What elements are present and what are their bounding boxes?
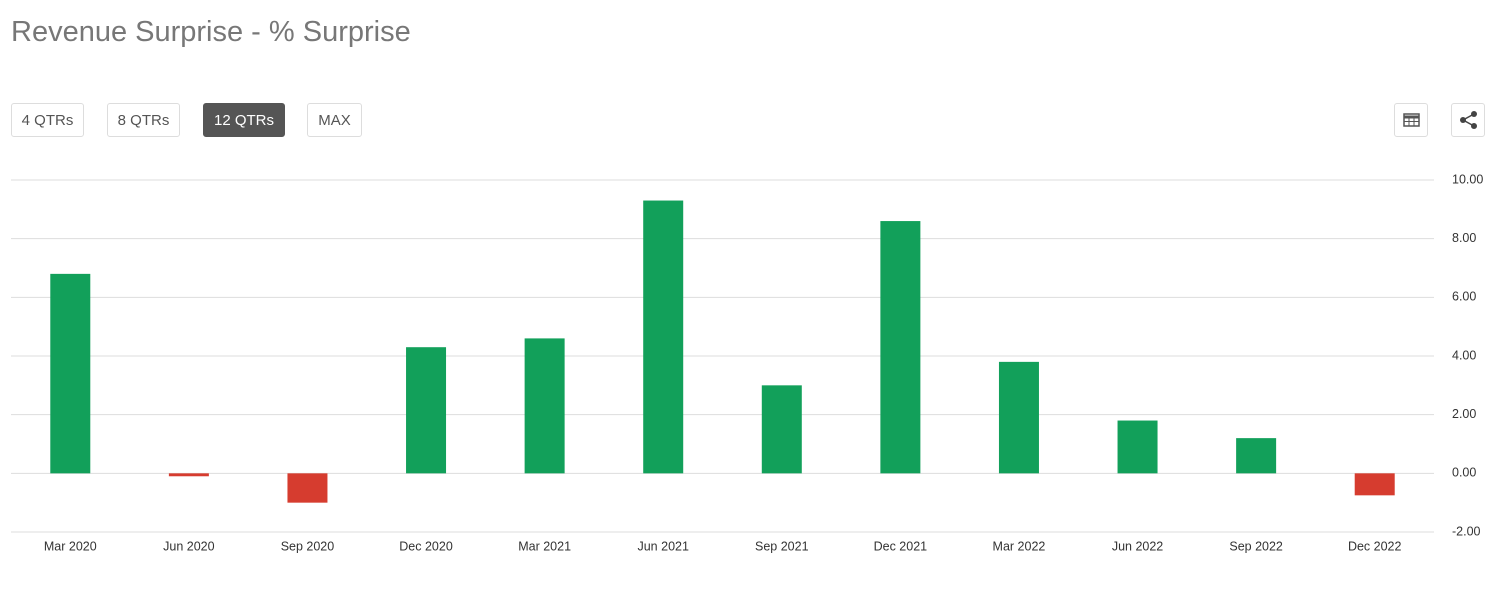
x-tick-label: Jun 2022 [1112,539,1163,553]
share-button[interactable] [1451,103,1485,137]
range-button[interactable]: 4 QTRs [11,103,84,137]
range-button[interactable]: 12 QTRs [203,103,285,137]
x-tick-label: Dec 2020 [399,539,453,553]
y-tick-label: 4.00 [1452,348,1476,362]
x-tick-label: Jun 2020 [163,539,214,553]
x-tick-label: Dec 2022 [1348,539,1402,553]
bar [1236,438,1277,474]
bar [1354,473,1395,496]
y-tick-label: 2.00 [1452,407,1476,421]
bar [880,221,921,474]
x-tick-label: Mar 2021 [518,539,571,553]
y-tick-label: -2.00 [1452,524,1481,538]
bar [406,347,447,474]
y-tick-label: 6.00 [1452,290,1476,304]
x-tick-label: Jun 2021 [637,539,688,553]
y-tick-label: 0.00 [1452,466,1476,480]
range-button[interactable]: 8 QTRs [107,103,180,137]
bar [168,473,209,477]
x-tick-label: Mar 2020 [44,539,97,553]
bar [524,338,565,474]
y-tick-label: 8.00 [1452,231,1476,245]
table-button[interactable] [1394,103,1428,137]
share-icon [1460,111,1477,129]
x-tick-label: Dec 2021 [874,539,928,553]
bar [643,200,684,474]
x-tick-label: Sep 2021 [755,539,809,553]
table-icon [1403,113,1420,127]
x-tick-label: Sep 2020 [281,539,335,553]
x-tick-label: Mar 2022 [993,539,1046,553]
bar [998,361,1039,474]
bar [287,473,328,503]
x-tick-label: Sep 2022 [1229,539,1283,553]
page-title: Revenue Surprise - % Surprise [11,16,411,48]
y-tick-label: 10.00 [1452,172,1483,186]
range-button[interactable]: MAX [307,103,362,137]
bar [761,385,802,474]
bar [1117,420,1158,474]
bar [50,273,91,474]
